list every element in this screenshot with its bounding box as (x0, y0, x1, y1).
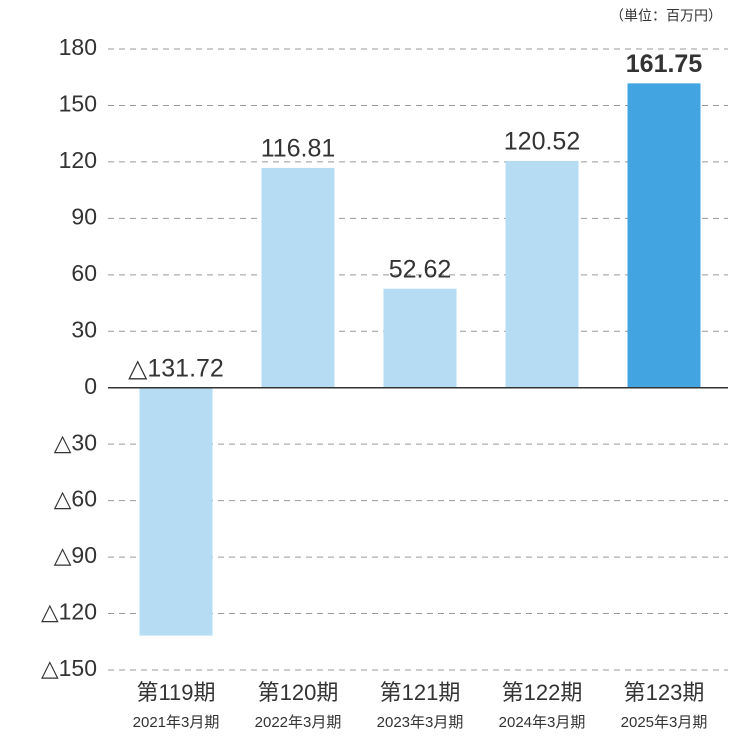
y-tick-label: △30 (54, 429, 97, 455)
x-sub-label: 2024年3月期 (499, 714, 586, 731)
x-tick-label: 第121期 (380, 680, 461, 705)
y-tick-label: △150 (41, 655, 97, 681)
bar (139, 387, 213, 636)
x-tick-label: 第123期 (624, 680, 705, 705)
y-tick-label: △60 (54, 486, 97, 512)
y-tick-label: 30 (71, 316, 97, 342)
y-tick-label: 90 (71, 203, 97, 229)
value-label: 120.52 (504, 128, 580, 156)
value-label: △131.72 (128, 354, 224, 382)
x-tick-label: 第119期 (136, 680, 215, 705)
x-sub-label: 2021年3月期 (133, 714, 220, 731)
value-label: 52.62 (389, 255, 452, 283)
y-tick-label: 180 (59, 34, 97, 60)
unit-note: （単位：百万円） (610, 8, 722, 24)
y-tick-label: 150 (59, 91, 97, 117)
y-tick-label: △90 (54, 542, 97, 568)
x-sub-label: 2025年3月期 (621, 714, 708, 731)
value-label: 161.75 (626, 50, 703, 78)
x-sub-label: 2023年3月期 (377, 714, 464, 731)
x-tick-label: 第122期 (502, 680, 583, 705)
bar (383, 288, 457, 388)
value-label: 116.81 (261, 135, 336, 163)
y-tick-label: 60 (71, 260, 97, 286)
x-tick-label: 第120期 (258, 680, 339, 705)
bar (261, 167, 335, 388)
x-sub-label: 2022年3月期 (255, 714, 342, 731)
y-tick-label: 120 (59, 147, 97, 173)
y-tick-label: △120 (41, 599, 97, 625)
bar (627, 83, 701, 388)
y-tick-label: 0 (84, 373, 97, 399)
bar (505, 160, 579, 388)
